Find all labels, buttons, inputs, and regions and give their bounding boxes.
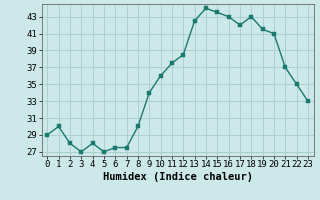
- X-axis label: Humidex (Indice chaleur): Humidex (Indice chaleur): [103, 172, 252, 182]
